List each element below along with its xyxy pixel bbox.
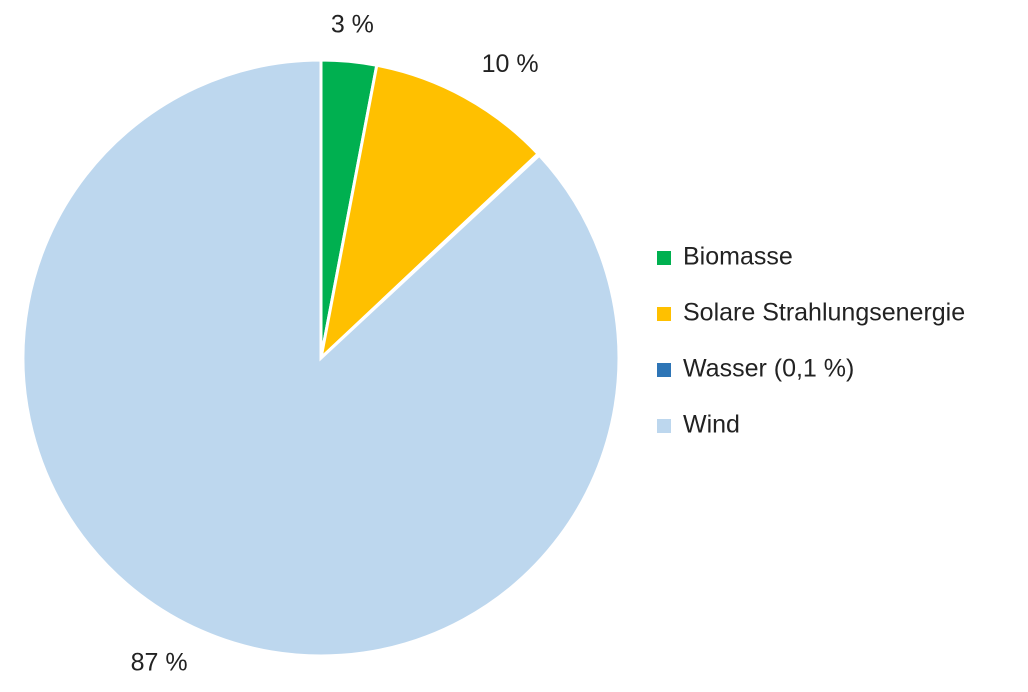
legend-swatch [657,307,671,321]
data-label: 87 % [131,649,188,677]
legend-label: Biomasse [683,243,793,271]
data-label: 3 % [331,10,374,38]
data-label: 10 % [482,50,539,78]
legend-label: Solare Strahlungsenergie [683,299,965,327]
legend-swatch [657,363,671,377]
legend-swatch [657,251,671,265]
legend-label: Wasser (0,1 %) [683,355,854,383]
legend-swatch [657,419,671,433]
pie-slice [21,58,621,658]
legend-label: Wind [683,411,740,439]
pie-slice [318,63,541,363]
